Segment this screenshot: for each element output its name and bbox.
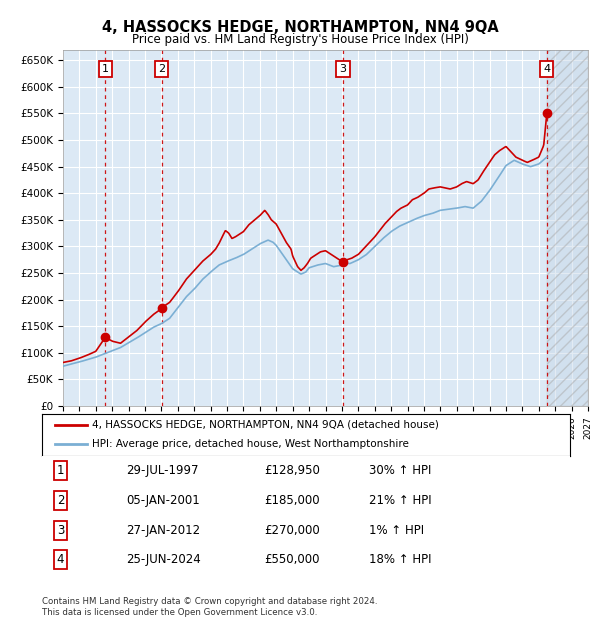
Text: £185,000: £185,000 (264, 494, 319, 507)
Text: £550,000: £550,000 (264, 554, 319, 566)
Text: 3: 3 (57, 524, 64, 536)
Text: 18% ↑ HPI: 18% ↑ HPI (370, 554, 432, 566)
Text: 29-JUL-1997: 29-JUL-1997 (127, 464, 199, 477)
Text: 05-JAN-2001: 05-JAN-2001 (127, 494, 200, 507)
Text: 3: 3 (340, 64, 347, 74)
Text: 2: 2 (57, 494, 64, 507)
Text: 1% ↑ HPI: 1% ↑ HPI (370, 524, 424, 536)
Text: 21% ↑ HPI: 21% ↑ HPI (370, 494, 432, 507)
Text: £270,000: £270,000 (264, 524, 320, 536)
Text: 27-JAN-2012: 27-JAN-2012 (127, 524, 200, 536)
Text: 4, HASSOCKS HEDGE, NORTHAMPTON, NN4 9QA: 4, HASSOCKS HEDGE, NORTHAMPTON, NN4 9QA (101, 20, 499, 35)
Text: £128,950: £128,950 (264, 464, 320, 477)
Text: HPI: Average price, detached house, West Northamptonshire: HPI: Average price, detached house, West… (92, 440, 409, 450)
Text: 4, HASSOCKS HEDGE, NORTHAMPTON, NN4 9QA (detached house): 4, HASSOCKS HEDGE, NORTHAMPTON, NN4 9QA … (92, 420, 439, 430)
Text: 4: 4 (57, 554, 64, 566)
Text: 25-JUN-2024: 25-JUN-2024 (127, 554, 201, 566)
Bar (547, 50, 588, 406)
Text: 1: 1 (101, 64, 109, 74)
Text: Price paid vs. HM Land Registry's House Price Index (HPI): Price paid vs. HM Land Registry's House … (131, 33, 469, 45)
Text: 4: 4 (543, 64, 550, 74)
Text: 30% ↑ HPI: 30% ↑ HPI (370, 464, 432, 477)
Text: 2: 2 (158, 64, 166, 74)
Text: 1: 1 (57, 464, 64, 477)
Text: Contains HM Land Registry data © Crown copyright and database right 2024.
This d: Contains HM Land Registry data © Crown c… (42, 598, 377, 617)
